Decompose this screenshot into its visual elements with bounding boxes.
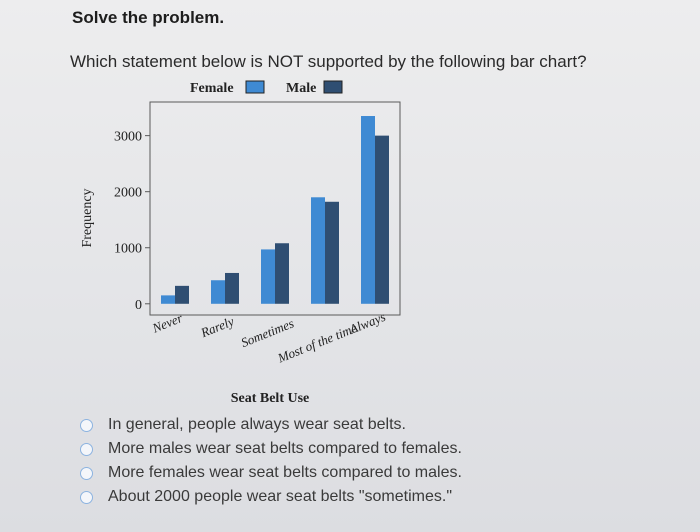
problem-heading: Solve the problem. (72, 8, 225, 27)
chart-legend: Female Male (190, 80, 343, 96)
bar-female-0 (161, 295, 175, 304)
radio-button[interactable] (80, 490, 93, 504)
option-label: In general, people always wear seat belt… (108, 416, 406, 433)
radio-button[interactable] (80, 442, 93, 456)
x-tick-label: Rarely (198, 313, 236, 340)
option-label: More males wear seat belts compared to f… (108, 440, 462, 457)
legend-swatch (245, 80, 265, 94)
bars (161, 116, 389, 304)
legend-label: Male (286, 81, 316, 96)
bar-female-2 (261, 249, 275, 304)
option-2[interactable]: More females wear seat belts compared to… (80, 461, 462, 485)
x-tick-label: Sometimes (239, 315, 296, 350)
plot-frame (149, 101, 401, 316)
option-1[interactable]: More males wear seat belts compared to f… (80, 437, 462, 461)
option-label: More females wear seat belts compared to… (108, 464, 462, 481)
bar-male-0 (175, 285, 189, 304)
y-tick-label: 3000 (114, 130, 142, 145)
legend-label: Female (190, 81, 234, 96)
bar-male-1 (225, 272, 239, 304)
option-3[interactable]: About 2000 people wear seat belts "somet… (80, 485, 462, 509)
y-axis-label: Frequency (80, 188, 95, 247)
x-axis-label: Seat Belt Use (231, 391, 310, 406)
bar-male-2 (275, 243, 289, 304)
question-text: Which statement below is NOT supported b… (70, 52, 587, 71)
answer-options: In general, people always wear seat belt… (80, 413, 462, 509)
legend-swatch (323, 80, 343, 94)
bar-male-4 (375, 135, 389, 304)
bar-female-4 (361, 116, 375, 304)
option-label: About 2000 people wear seat belts "somet… (108, 488, 452, 505)
x-tick-label: Always (346, 309, 387, 337)
bar-female-3 (311, 197, 325, 304)
y-tick-label: 2000 (114, 186, 142, 201)
y-axis: 0 1000 2000 3000 (114, 130, 150, 313)
radio-button[interactable] (80, 466, 93, 480)
bar-chart: Female Male 0 1000 2000 3000 Never Rarely Some… (80, 80, 401, 406)
option-0[interactable]: In general, people always wear seat belt… (80, 413, 462, 437)
bar-male-3 (325, 201, 339, 304)
radio-button[interactable] (80, 418, 93, 432)
y-tick-label: 0 (135, 298, 142, 313)
x-tick-label: Never (149, 310, 185, 336)
bar-female-1 (211, 280, 225, 304)
y-tick-label: 1000 (114, 242, 142, 257)
